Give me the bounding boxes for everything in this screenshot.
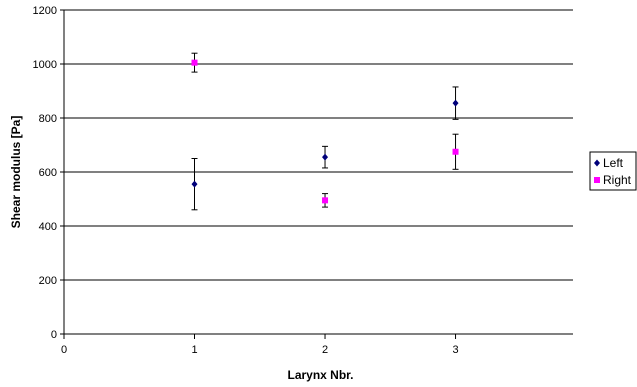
y-tick-label-200: 200 <box>39 275 57 287</box>
data-point-left <box>322 153 329 161</box>
x-axis-title: Larynx Nbr. <box>287 368 353 382</box>
series-right <box>191 52 459 208</box>
data-point-left <box>191 180 198 188</box>
legend-label-right: Right <box>603 173 632 187</box>
legend-marker-left <box>594 159 600 167</box>
data-point-right <box>191 59 198 66</box>
x-tick-label-1: 1 <box>191 344 197 356</box>
y-tick-label-0: 0 <box>51 329 57 341</box>
axes <box>60 9 573 339</box>
legend-marker-right <box>594 177 600 183</box>
y-tick-label-400: 400 <box>39 221 57 233</box>
data-point-right <box>322 197 329 204</box>
y-tick-label-800: 800 <box>39 113 57 125</box>
series-left <box>191 86 459 211</box>
x-tick-label-0: 0 <box>61 344 67 356</box>
series-layer <box>191 52 459 211</box>
legend: Left Right <box>589 151 637 191</box>
x-tick-label-2: 2 <box>322 344 328 356</box>
data-point-right <box>452 148 459 155</box>
legend-box <box>589 151 637 191</box>
y-tick-label-1000: 1000 <box>33 59 57 71</box>
x-tick-label-3: 3 <box>452 344 458 356</box>
y-axis-title: Shear modulus [Pa] <box>9 116 23 229</box>
tick-labels: 0 200 400 600 800 1000 1200 0 1 2 3 <box>33 5 459 356</box>
y-tick-label-1200: 1200 <box>33 5 57 17</box>
legend-label-left: Left <box>603 156 624 170</box>
y-tick-label-600: 600 <box>39 167 57 179</box>
grid <box>64 9 573 281</box>
data-point-left <box>452 99 459 107</box>
